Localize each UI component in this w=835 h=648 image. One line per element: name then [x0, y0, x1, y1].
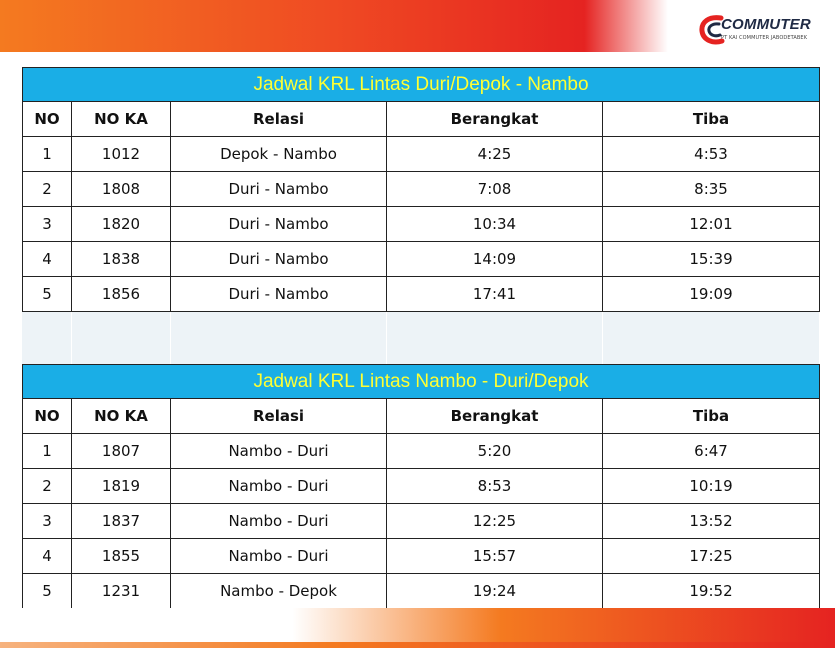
cell-no-ka: 1855 [71, 538, 171, 574]
cell-no-ka: 1837 [71, 503, 171, 539]
column-header-tiba: Tiba [601, 398, 821, 434]
cell-relasi: Nambo - Duri [170, 503, 387, 539]
bottom-banner [0, 608, 835, 648]
column-header-relasi: Relasi [170, 101, 387, 137]
table-row: 5 1856 Duri - Nambo 17:41 19:09 [22, 276, 821, 312]
cell-tiba: 19:09 [601, 276, 821, 312]
cell-relasi: Nambo - Duri [170, 538, 387, 574]
cell-relasi: Nambo - Duri [170, 433, 387, 469]
commuter-logo-icon [699, 15, 725, 45]
column-header-no: NO [22, 101, 72, 137]
cell-tiba: 15:39 [601, 241, 821, 277]
table-row: 3 1837 Nambo - Duri 12:25 13:52 [22, 503, 821, 539]
schedule-table-duri-nambo: Jadwal KRL Lintas Duri/Depok - Nambo NO … [21, 67, 821, 312]
cell-berangkat: 7:08 [386, 171, 603, 207]
table-row: 5 1231 Nambo - Depok 19:24 19:52 [22, 573, 821, 609]
cell-no: 5 [22, 276, 72, 312]
cell-no: 4 [22, 241, 72, 277]
table-row: 1 1012 Depok - Nambo 4:25 4:53 [22, 136, 821, 172]
cell-tiba: 12:01 [601, 206, 821, 242]
cell-no-ka: 1838 [71, 241, 171, 277]
table-title: Jadwal KRL Lintas Nambo - Duri/Depok [21, 364, 821, 399]
cell-berangkat: 5:20 [386, 433, 603, 469]
table-spacer [22, 312, 819, 364]
cell-no: 2 [22, 171, 72, 207]
cell-tiba: 4:53 [601, 136, 821, 172]
column-header-berangkat: Berangkat [386, 101, 603, 137]
cell-tiba: 13:52 [601, 503, 821, 539]
cell-no-ka: 1820 [71, 206, 171, 242]
table-row: 2 1819 Nambo - Duri 8:53 10:19 [22, 468, 821, 504]
cell-no: 4 [22, 538, 72, 574]
cell-tiba: 17:25 [601, 538, 821, 574]
top-banner [0, 0, 835, 52]
cell-relasi: Depok - Nambo [170, 136, 387, 172]
cell-tiba: 10:19 [601, 468, 821, 504]
cell-no-ka: 1231 [71, 573, 171, 609]
cell-no-ka: 1819 [71, 468, 171, 504]
cell-berangkat: 19:24 [386, 573, 603, 609]
cell-berangkat: 17:41 [386, 276, 603, 312]
table-header-row: NO NO KA Relasi Berangkat Tiba [22, 101, 821, 137]
cell-relasi: Duri - Nambo [170, 241, 387, 277]
cell-berangkat: 8:53 [386, 468, 603, 504]
cell-berangkat: 10:34 [386, 206, 603, 242]
cell-berangkat: 4:25 [386, 136, 603, 172]
logo-subtitle: PT KAI COMMUTER JABODETABEK [721, 35, 808, 41]
cell-no-ka: 1012 [71, 136, 171, 172]
cell-no: 5 [22, 573, 72, 609]
cell-relasi: Nambo - Depok [170, 573, 387, 609]
logo-brand-text: COMMUTER [721, 16, 811, 33]
cell-relasi: Duri - Nambo [170, 206, 387, 242]
table-row: 2 1808 Duri - Nambo 7:08 8:35 [22, 171, 821, 207]
cell-no: 2 [22, 468, 72, 504]
cell-no: 1 [22, 433, 72, 469]
column-header-no-ka: NO KA [71, 398, 171, 434]
cell-relasi: Nambo - Duri [170, 468, 387, 504]
cell-no: 3 [22, 503, 72, 539]
cell-berangkat: 15:57 [386, 538, 603, 574]
table-row: 1 1807 Nambo - Duri 5:20 6:47 [22, 433, 821, 469]
column-header-berangkat: Berangkat [386, 398, 603, 434]
column-header-tiba: Tiba [601, 101, 821, 137]
column-header-no-ka: NO KA [71, 101, 171, 137]
cell-no-ka: 1808 [71, 171, 171, 207]
table-row: 4 1855 Nambo - Duri 15:57 17:25 [22, 538, 821, 574]
table-header-row: NO NO KA Relasi Berangkat Tiba [22, 398, 821, 434]
cell-tiba: 19:52 [601, 573, 821, 609]
cell-berangkat: 12:25 [386, 503, 603, 539]
schedule-table-nambo-duri: Jadwal KRL Lintas Nambo - Duri/Depok NO … [21, 364, 821, 609]
table-title: Jadwal KRL Lintas Duri/Depok - Nambo [21, 67, 821, 102]
table-row: 3 1820 Duri - Nambo 10:34 12:01 [22, 206, 821, 242]
cell-no-ka: 1856 [71, 276, 171, 312]
cell-no: 3 [22, 206, 72, 242]
cell-no: 1 [22, 136, 72, 172]
column-header-no: NO [22, 398, 72, 434]
column-header-relasi: Relasi [170, 398, 387, 434]
cell-no-ka: 1807 [71, 433, 171, 469]
commuter-logo: COMMUTER PT KAI COMMUTER JABODETABEK [699, 14, 811, 48]
cell-tiba: 6:47 [601, 433, 821, 469]
cell-relasi: Duri - Nambo [170, 171, 387, 207]
table-row: 4 1838 Duri - Nambo 14:09 15:39 [22, 241, 821, 277]
cell-berangkat: 14:09 [386, 241, 603, 277]
cell-tiba: 8:35 [601, 171, 821, 207]
cell-relasi: Duri - Nambo [170, 276, 387, 312]
